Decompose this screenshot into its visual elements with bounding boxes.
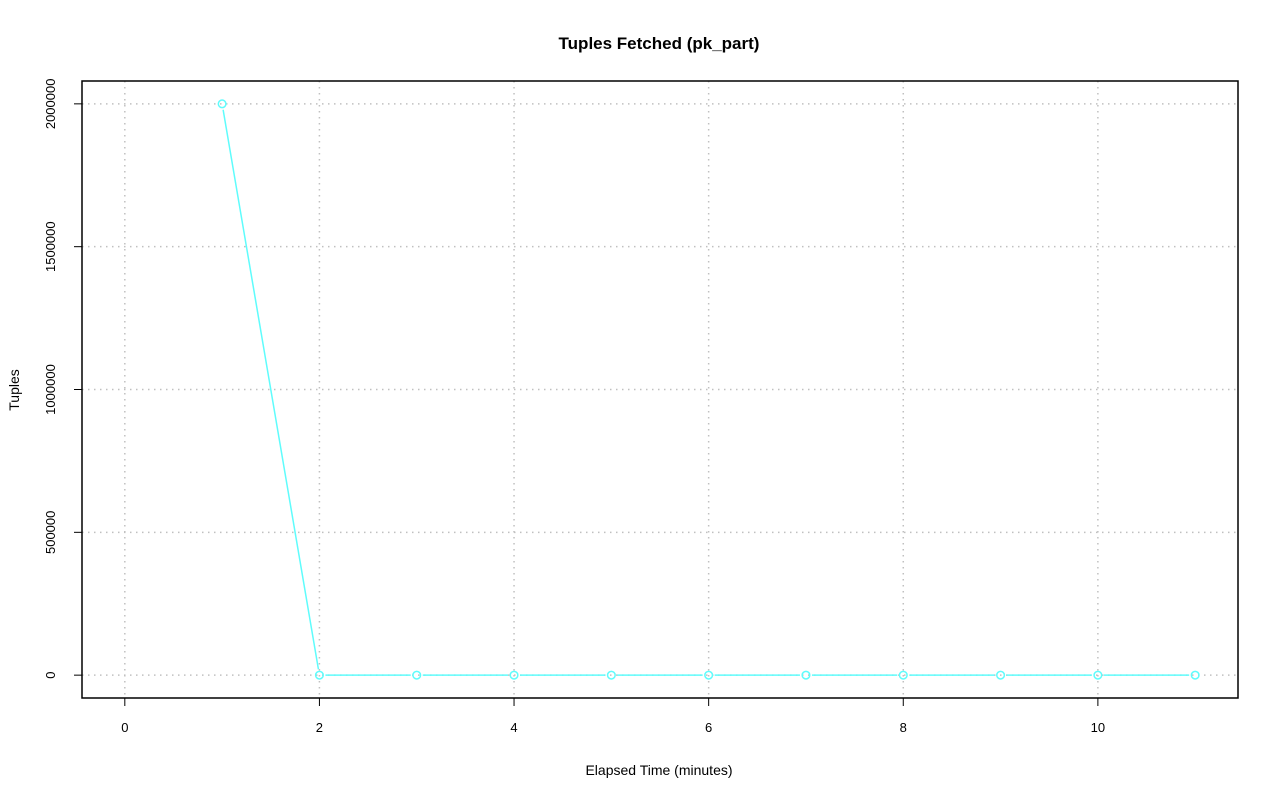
x-tick-label: 6 xyxy=(705,720,712,735)
y-axis-label: Tuples xyxy=(6,369,22,411)
data-point xyxy=(1190,670,1200,680)
y-tick-label: 1500000 xyxy=(43,221,58,272)
data-point xyxy=(1093,670,1103,680)
series xyxy=(217,99,1200,680)
data-point xyxy=(509,670,519,680)
x-tick-label: 2 xyxy=(316,720,323,735)
data-point xyxy=(412,670,422,680)
grid xyxy=(82,81,1238,698)
y-tick-label: 0 xyxy=(43,672,58,679)
y-tick-label: 500000 xyxy=(43,511,58,554)
data-point xyxy=(314,670,324,680)
x-tick-label: 0 xyxy=(121,720,128,735)
data-point xyxy=(606,670,616,680)
x-tick-label: 10 xyxy=(1091,720,1105,735)
x-tick-label: 4 xyxy=(510,720,517,735)
chart-title: Tuples Fetched (pk_part) xyxy=(559,34,760,53)
data-point xyxy=(801,670,811,680)
series-line-segment xyxy=(222,109,320,670)
data-point xyxy=(898,670,908,680)
y-tick-label: 1000000 xyxy=(43,364,58,415)
data-point xyxy=(704,670,714,680)
axes: 0 2 4 6 8 10 0 500000 1000000 1500000 2000000 xyxy=(43,79,1105,735)
x-axis-label: Elapsed Time (minutes) xyxy=(585,762,732,778)
y-tick-label: 2000000 xyxy=(43,79,58,130)
data-point xyxy=(996,670,1006,680)
data-point xyxy=(217,99,227,109)
x-tick-label: 8 xyxy=(900,720,907,735)
plot-box xyxy=(81,80,1239,699)
